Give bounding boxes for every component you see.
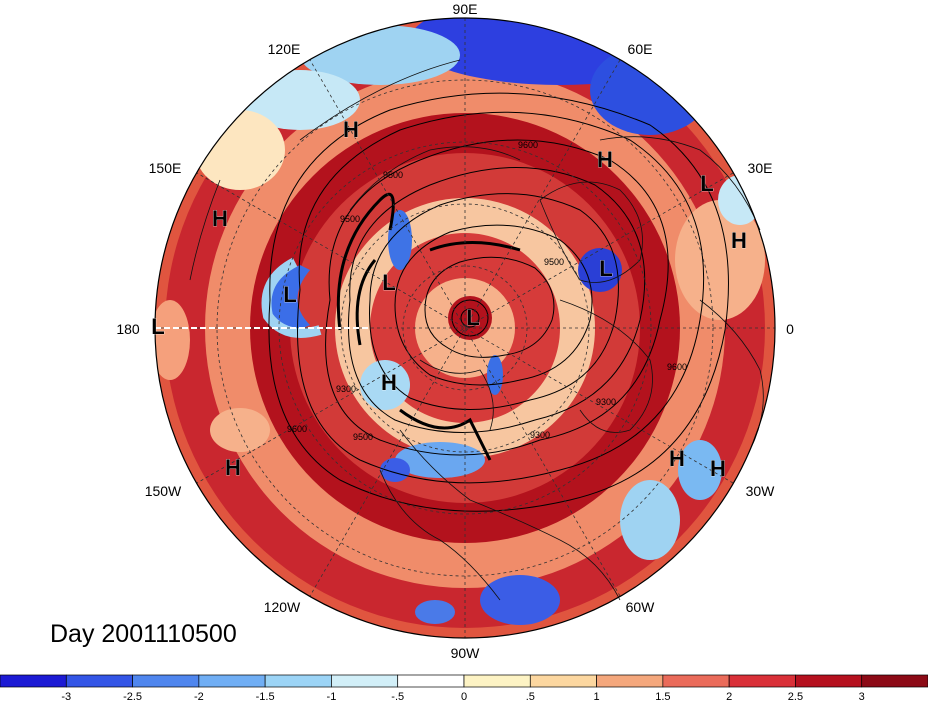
colorbar-tick-label: .5 [526,691,535,702]
lon-label-120e: 120E [268,41,301,57]
map-boundary [154,17,776,639]
colorbar-box [331,674,399,688]
polar-map: 9600 9500 9500 9300 9300 9600 9500 9300 9600 9500… [116,1,794,661]
pressure-center-low: L [382,270,395,295]
lon-label-30w: 30W [746,483,776,499]
colorbar-tick-label: -2 [194,691,204,702]
colorbar-tick-label: 1 [594,691,600,702]
colorbar-box [65,674,133,688]
pressure-center-high: H [343,117,359,142]
pressure-center-high: H [225,455,241,480]
pressure-center-low: L [466,305,479,330]
colorbar-box [596,674,664,688]
contour-label: 9300 [530,430,550,440]
day-label: Day 2001110500 [50,620,237,648]
lon-label-30e: 30E [748,160,773,176]
pressure-center-low: L [599,256,612,281]
colorbar-tick-label: 2 [726,691,732,702]
pressure-center-high: H [597,147,613,172]
contour-label: 9500 [544,257,564,267]
height-contours [268,92,729,512]
lon-label-120w: 120W [264,599,301,615]
contour-label: 9600 [667,362,687,372]
colorbar-box [198,674,266,688]
colorbar-tick-label: 3 [859,691,865,702]
lon-label-60w: 60W [626,599,656,615]
colorbar-box [132,674,200,688]
colorbar-tick-label: 1.5 [655,691,670,702]
colorbar-tick-label: 0 [461,691,467,702]
contour-label: 9600 [518,140,538,150]
pressure-center-high: H [731,228,747,253]
pressure-center-high: H [381,370,397,395]
contour-label: 9300 [596,397,616,407]
contour-label: 9500 [340,214,360,224]
pressure-center-high: H [710,456,726,481]
colorbar: -3 -2.5 -2 -1.5 -1 -.5 0 .5 1 1.5 2 2.5 3 [0,674,928,702]
pressure-center-low: L [283,282,296,307]
colorbar-box [397,674,465,688]
colorbar-box [728,674,796,688]
contour-label: 9500 [383,170,403,180]
pressure-center-low: L [151,314,164,339]
colorbar-tick-label: -2.5 [123,691,142,702]
colorbar-tick-label: -3 [61,691,71,702]
lon-label-90e: 90E [453,1,478,17]
colorbar-box [529,674,597,688]
colorbar-box [264,674,332,688]
colorbar-boxes [0,674,928,688]
lon-label-180: 180 [116,321,140,337]
colorbar-box [463,674,531,688]
lon-label-90w: 90W [451,645,481,661]
pressure-center-low: L [700,171,713,196]
lon-label-60e: 60E [628,41,653,57]
contour-labels: 9600 9500 9500 9300 9300 9600 9500 9300 9600 9500 [287,140,687,442]
colorbar-box [795,674,863,688]
colorbar-tick-label: -1.5 [256,691,275,702]
colorbar-box [861,674,928,688]
pressure-center-high: H [212,206,228,231]
colorbar-tick-label: 2.5 [788,691,803,702]
bold-contours [336,192,521,461]
colorbar-tick-label: -1 [327,691,337,702]
colorbar-tick-label: -.5 [391,691,404,702]
lon-label-150e: 150E [149,160,182,176]
pressure-center-high: H [669,446,685,471]
lon-label-150w: 150W [145,483,182,499]
contour-label: 9600 [287,424,307,434]
contour-label: 9500 [353,432,373,442]
contour-label: 9300 [336,384,356,394]
colorbar-box [0,674,67,688]
colorbar-box [662,674,730,688]
lon-label-0: 0 [786,321,794,337]
colorbar-ticks: -3 -2.5 -2 -1.5 -1 -.5 0 .5 1 1.5 2 2.5 3 [61,691,864,702]
